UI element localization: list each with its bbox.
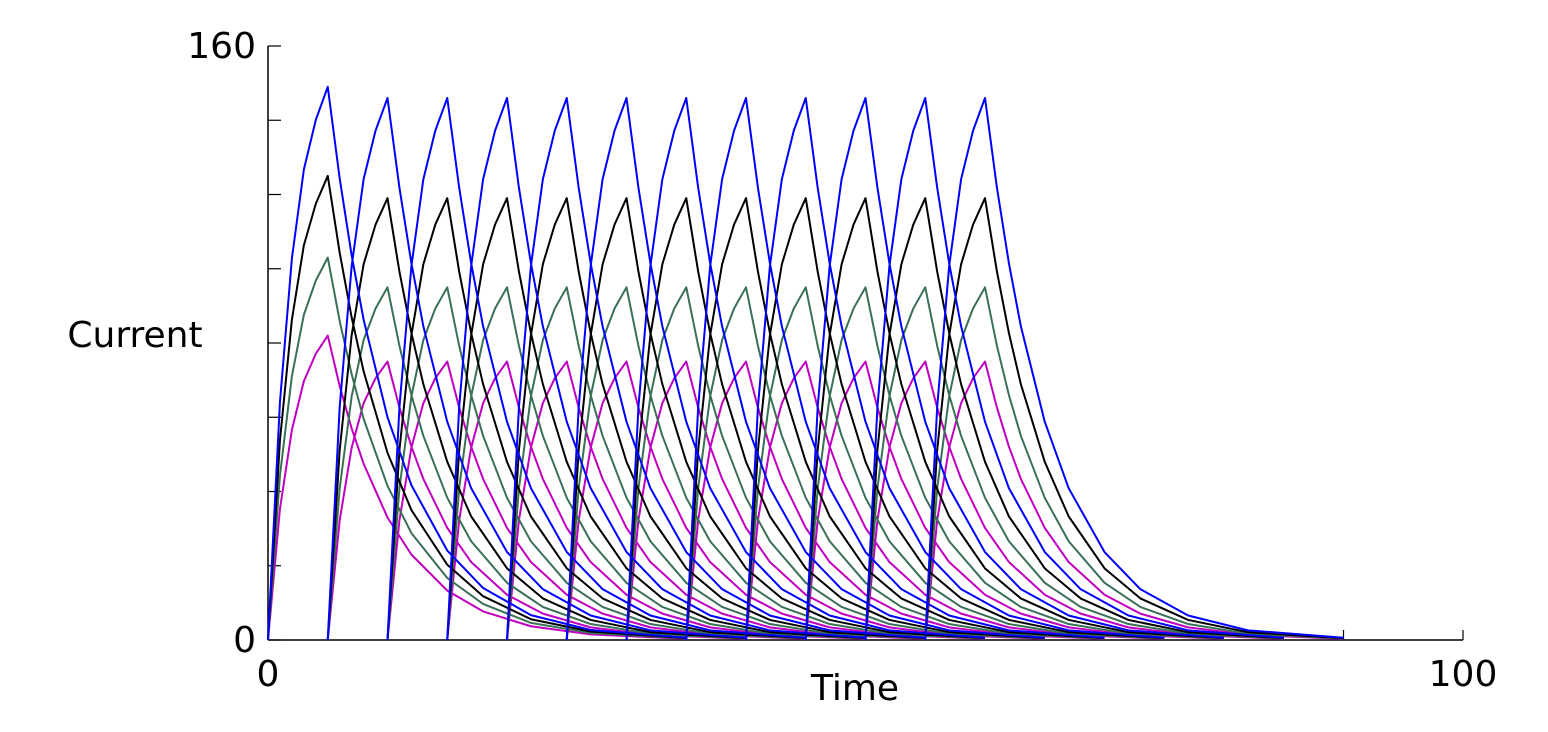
series-line (267, 256, 1344, 641)
series-line (267, 334, 1344, 641)
series-line (267, 174, 1344, 641)
x-tick-label: 100 (1429, 654, 1498, 695)
y-axis-label: Current (67, 315, 202, 356)
x-tick-label: 0 (257, 654, 280, 695)
x-axis-label: Time (810, 668, 899, 709)
y-tick-label: 160 (187, 26, 256, 67)
y-tick-label: 0 (233, 620, 256, 661)
series-line (267, 85, 1344, 641)
